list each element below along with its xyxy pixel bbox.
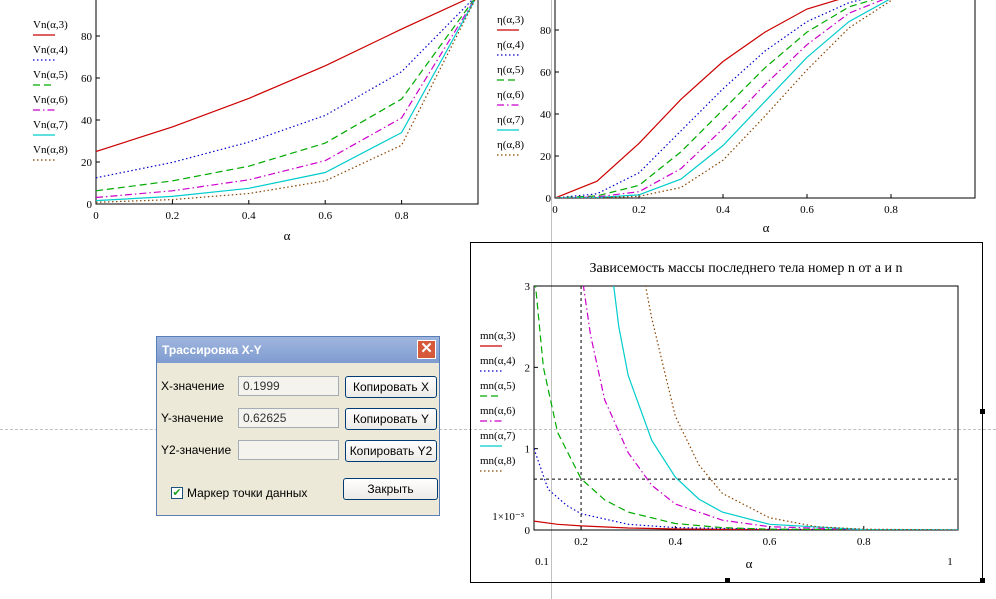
- legend-label: Vn(α,3): [33, 19, 68, 31]
- series-line: [555, 0, 884, 198]
- y-tick-label: 3: [525, 281, 531, 293]
- x-tick-label: 0.2: [632, 204, 646, 216]
- series-line: [555, 0, 875, 198]
- series-line: [644, 286, 958, 530]
- trace-dialog: Трассировка X-Y ✕ X-значение 0.1999 Копи…: [156, 336, 440, 516]
- series-line: [613, 286, 958, 530]
- y-value-label: Y-значение: [161, 411, 224, 425]
- y-tick-label: 0: [525, 525, 531, 537]
- legend-label: η(α,8): [497, 139, 524, 151]
- x-tick-label: 0.4: [242, 210, 256, 222]
- plot-mn[interactable]: Зависемость массы последнего тела номер …: [470, 242, 996, 599]
- copy-x-button[interactable]: Копировать X: [345, 376, 437, 398]
- legend-label: Vn(α,5): [33, 69, 68, 81]
- x-tick-label: 0.4: [668, 536, 682, 548]
- y2-value-label: Y2-значение: [161, 443, 232, 457]
- x-tick-label: 0.6: [800, 204, 814, 216]
- x-tick-label: 0: [552, 204, 558, 216]
- x-range-max-label: 1: [947, 556, 953, 568]
- chart-title: Зависемость массы последнего тела номер …: [590, 261, 903, 276]
- y-tick-label: 80: [540, 25, 552, 37]
- series-line: [555, 0, 840, 198]
- plot-frame: [533, 285, 959, 531]
- plot-region-frame: [470, 242, 983, 583]
- series-line: [96, 0, 475, 192]
- worksheet-guide-vertical: [551, 0, 552, 599]
- x-tick-label: 0: [93, 210, 99, 222]
- resize-handle: [725, 578, 730, 583]
- resize-handle: [980, 409, 985, 414]
- y-tick-label: 20: [540, 151, 552, 163]
- y-tick-label: 40: [540, 109, 552, 121]
- x-axis-label: α: [763, 220, 770, 235]
- x-range-min-label: 0.1: [535, 556, 549, 568]
- x-tick-label: 0.6: [318, 210, 332, 222]
- y-tick-label: 2: [525, 362, 531, 374]
- legend-label: Vn(α,8): [33, 144, 68, 156]
- series-line: [96, 0, 476, 203]
- plot-eta[interactable]: 0 0.2 0.4 0.6 0.8 0 20 40 60 80 α η(α,3) η(α,4) η(α,5…: [480, 0, 996, 250]
- x-tick-label: 0.2: [574, 536, 588, 548]
- legend-label: η(α,5): [497, 64, 524, 76]
- series-line: [96, 0, 467, 153]
- x-tick-label: 0.6: [763, 536, 777, 548]
- copy-y-button[interactable]: Копировать Y: [345, 408, 437, 430]
- x-axis-label: α: [284, 228, 291, 243]
- legend-label: mn(α,4): [480, 355, 516, 367]
- legend-label: η(α,7): [497, 114, 524, 126]
- series-line: [534, 448, 958, 530]
- resize-handle: [980, 578, 985, 583]
- y-tick-label: 1: [525, 444, 531, 456]
- series-line: [96, 0, 476, 199]
- x-value-field[interactable]: 0.1999: [238, 376, 339, 396]
- x-value-label: X-значение: [161, 379, 225, 393]
- x-tick-label: 0.4: [716, 204, 730, 216]
- x-tick-label: 0.2: [166, 210, 180, 222]
- legend-label: Vn(α,4): [33, 44, 68, 56]
- series-line: [534, 520, 958, 530]
- worksheet-guide-horizontal: [0, 429, 996, 430]
- y-tick-label: 0: [87, 199, 93, 211]
- y-tick-label: 60: [540, 67, 552, 79]
- x-axis-label: α: [746, 556, 753, 571]
- y-tick-label: 20: [81, 157, 93, 169]
- legend-label: Vn(α,6): [33, 94, 68, 106]
- y-tick-label: 60: [81, 73, 93, 85]
- marker-checkbox[interactable]: ✔: [171, 487, 183, 499]
- legend-label: mn(α,6): [480, 405, 516, 417]
- legend-label: Vn(α,7): [33, 119, 68, 131]
- marker-label: Маркер точки данных: [187, 486, 308, 500]
- series-line: [96, 0, 473, 179]
- plot-frame: [95, 0, 479, 205]
- y-value-field[interactable]: 0.62625: [238, 408, 339, 428]
- y-tick-label: 80: [81, 31, 93, 43]
- close-icon[interactable]: ✕: [417, 340, 436, 359]
- plot-frame: [554, 0, 976, 199]
- series-line: [555, 0, 863, 198]
- legend-label: η(α,4): [497, 39, 524, 51]
- x-tick-label: 0.8: [395, 210, 409, 222]
- y-min-label: 1×10⁻³: [492, 511, 525, 523]
- legend-label: mn(α,3): [480, 330, 516, 342]
- plot-vn[interactable]: 0 0.2 0.4 0.6 0.8 0 20 40 60 80 100 α Vn(α,3) Vn(α,4)…: [0, 0, 500, 250]
- copy-y2-button[interactable]: Копировать Y2: [345, 440, 437, 462]
- series-line: [534, 286, 958, 530]
- x-tick-label: 0.8: [857, 536, 871, 548]
- dialog-title: Трассировка X-Y: [157, 337, 439, 363]
- y-tick-label: 0: [546, 193, 552, 205]
- legend-label: η(α,6): [497, 89, 524, 101]
- series-line: [555, 0, 890, 198]
- legend-label: mn(α,8): [480, 455, 516, 467]
- y-tick-label: 40: [81, 115, 93, 127]
- y2-value-field[interactable]: [238, 440, 339, 460]
- series-line: [96, 0, 476, 202]
- x-tick-label: 0.8: [884, 204, 898, 216]
- legend-label: mn(α,5): [480, 380, 516, 392]
- y-tick-label: 100: [76, 0, 93, 1]
- legend-label: mn(α,7): [480, 430, 516, 442]
- close-button[interactable]: Закрыть: [343, 478, 438, 500]
- series-line: [555, 0, 894, 198]
- legend-label: η(α,3): [497, 14, 524, 26]
